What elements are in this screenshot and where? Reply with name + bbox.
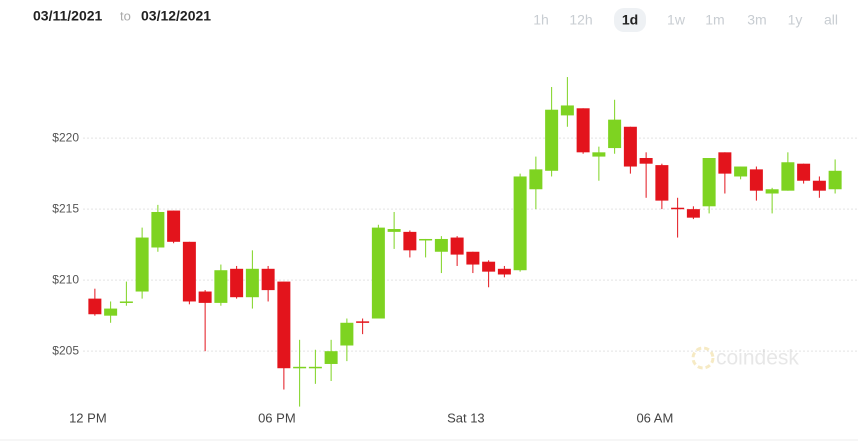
candle-body: [466, 251, 480, 265]
candle-body: [450, 237, 464, 255]
candle-body: [812, 180, 826, 191]
candle-body: [293, 366, 307, 369]
candle-body: [797, 163, 811, 181]
candle-body: [434, 238, 448, 252]
candle-body: [88, 298, 102, 315]
candle-body: [104, 308, 118, 316]
candle-body: [781, 162, 795, 191]
candle-body: [545, 109, 559, 171]
candle-body: [371, 227, 385, 319]
range-button[interactable]: 1w: [667, 12, 686, 28]
candle-body: [403, 231, 417, 251]
candle-body: [387, 229, 401, 232]
watermark: coindesk: [691, 346, 799, 370]
candle-body: [671, 207, 685, 210]
y-tick-label: $220: [52, 130, 79, 144]
candle-body: [482, 261, 496, 272]
watermark-logo: [691, 346, 715, 370]
candle-body: [340, 322, 354, 346]
watermark-text: coindesk: [716, 347, 799, 370]
candle-body: [151, 211, 165, 248]
date-to: 03/12/2021: [141, 8, 211, 24]
candle-body: [135, 237, 149, 292]
candle-body: [261, 268, 275, 291]
range-button[interactable]: 1y: [788, 12, 803, 28]
date-from: 03/11/2021: [33, 8, 103, 24]
candle-body: [734, 166, 748, 177]
candle-body: [119, 301, 133, 303]
candle-body: [749, 169, 763, 191]
date-separator: to: [120, 8, 131, 23]
range-button[interactable]: 12h: [569, 12, 592, 28]
candle-body: [182, 241, 196, 302]
x-tick-label: 12 PM: [69, 410, 107, 425]
candle-body: [623, 126, 637, 167]
candle-body: [639, 158, 653, 164]
candle-body: [245, 268, 259, 298]
x-tick-label: Sat 13: [447, 410, 485, 425]
candle-body: [277, 281, 291, 369]
x-tick-label: 06 PM: [258, 410, 296, 425]
candle-body: [230, 268, 244, 298]
candle-body: [560, 105, 574, 116]
candle-body: [419, 238, 433, 241]
candle-body: [356, 321, 370, 323]
candle-body: [308, 366, 322, 369]
range-button[interactable]: 1h: [533, 12, 549, 28]
candle-body: [324, 351, 338, 364]
y-tick-label: $205: [52, 343, 79, 357]
candle-body: [828, 170, 842, 190]
range-button[interactable]: all: [824, 12, 838, 28]
range-button[interactable]: 3m: [747, 12, 766, 28]
candle-body: [655, 165, 669, 201]
range-button[interactable]: 1m: [705, 12, 724, 28]
candle-body: [718, 152, 732, 174]
candle-body: [592, 152, 606, 157]
candle-body: [529, 169, 543, 190]
candle-body: [686, 209, 700, 218]
candle-body: [576, 108, 590, 153]
y-tick-label: $215: [52, 201, 79, 215]
candle-body: [167, 210, 181, 242]
candle-body: [198, 291, 212, 303]
candle-body: [214, 270, 228, 303]
candle-body: [765, 189, 779, 194]
candle-body: [497, 268, 511, 275]
y-tick-label: $210: [52, 272, 79, 286]
range-button[interactable]: 1d: [622, 12, 638, 28]
candle-body: [608, 119, 622, 149]
candle-body: [702, 158, 716, 207]
x-tick-label: 06 AM: [636, 410, 673, 425]
selected-button-bg: [614, 8, 646, 32]
candle-body: [513, 176, 527, 271]
